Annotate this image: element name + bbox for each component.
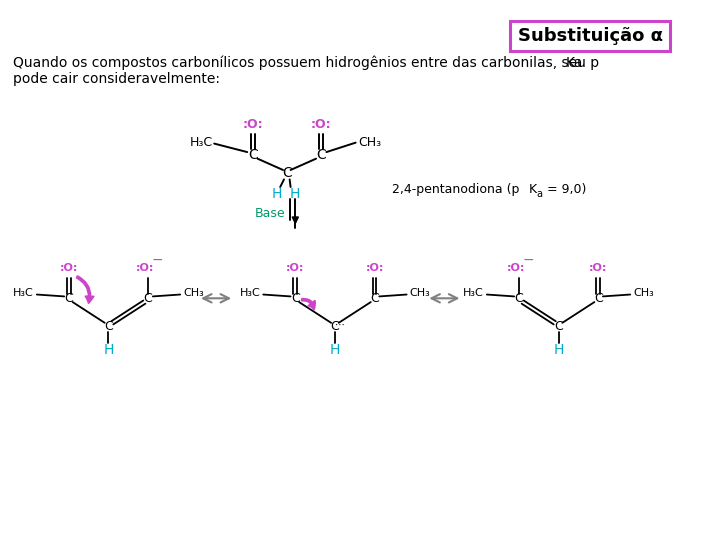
Text: C: C	[330, 320, 339, 333]
Text: C: C	[316, 148, 325, 162]
FancyArrowPatch shape	[302, 299, 315, 309]
Text: a: a	[536, 188, 542, 199]
Text: K: K	[528, 183, 536, 197]
Text: :O:: :O:	[507, 263, 526, 273]
Text: −: −	[152, 253, 163, 267]
Text: H: H	[330, 343, 340, 357]
Text: C: C	[282, 166, 292, 180]
Text: Quando os compostos carbonílicos possuem hidrogênios entre das carbonilas, seu p: Quando os compostos carbonílicos possuem…	[13, 56, 599, 70]
Text: CH₃: CH₃	[633, 288, 654, 298]
Text: H₃C: H₃C	[240, 288, 261, 298]
Text: Base: Base	[254, 207, 285, 220]
Text: CH₃: CH₃	[183, 288, 204, 298]
Text: −: −	[523, 253, 534, 267]
Text: CH₃: CH₃	[410, 288, 431, 298]
Text: CH₃: CH₃	[359, 136, 382, 149]
Text: C: C	[65, 292, 73, 305]
Text: ⋯: ⋯	[335, 320, 345, 330]
Text: C: C	[104, 320, 113, 333]
Text: C: C	[144, 292, 153, 305]
FancyBboxPatch shape	[510, 21, 670, 51]
Text: H₃C: H₃C	[13, 288, 34, 298]
Text: Substituição α: Substituição α	[518, 27, 662, 45]
Text: C: C	[248, 148, 258, 162]
Text: pode cair consideravelmente:: pode cair consideravelmente:	[13, 72, 220, 86]
Text: H: H	[289, 187, 300, 200]
Text: :O:: :O:	[310, 118, 331, 131]
Text: C: C	[515, 292, 523, 305]
Text: H₃C: H₃C	[189, 136, 212, 149]
Text: :O:: :O:	[136, 263, 155, 273]
Text: C: C	[291, 292, 300, 305]
Text: :O:: :O:	[589, 263, 608, 273]
FancyArrowPatch shape	[76, 276, 94, 303]
Text: :O:: :O:	[286, 263, 305, 273]
Text: 2,4-pentanodiona (p: 2,4-pentanodiona (p	[392, 183, 519, 197]
Text: C: C	[370, 292, 379, 305]
Text: :O:: :O:	[243, 118, 264, 131]
Text: H: H	[554, 343, 564, 357]
Text: H: H	[103, 343, 114, 357]
Text: Ka: Ka	[565, 56, 582, 70]
Text: C: C	[554, 320, 563, 333]
Text: H: H	[271, 187, 282, 200]
Text: C: C	[594, 292, 603, 305]
Text: = 9,0): = 9,0)	[544, 183, 587, 197]
Text: :O:: :O:	[365, 263, 384, 273]
Text: H₃C: H₃C	[463, 288, 484, 298]
Text: :O:: :O:	[60, 263, 78, 273]
